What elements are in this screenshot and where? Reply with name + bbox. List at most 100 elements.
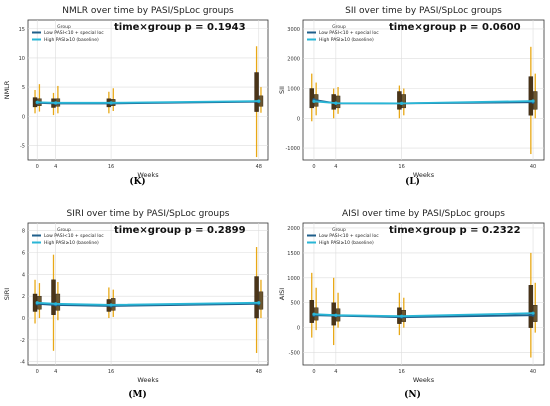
x-tick-label: 48 <box>256 369 262 375</box>
data-point <box>399 314 404 318</box>
chart-title: NMLR over time by PASI/SpLoc groups <box>62 6 234 16</box>
sii-chart: SII over time by PASI/SpLoc groups -1000 0… <box>278 6 545 179</box>
panel-label: (N) <box>404 390 421 400</box>
data-point <box>109 303 113 307</box>
nmlr-chart: NMLR over time by PASI/SpLoc groups -5 0 5 1… <box>3 6 269 179</box>
data-point <box>334 313 338 317</box>
chart-title: SII over time by PASI/SpLoc groups <box>345 6 502 16</box>
y-tick-label: 1000 <box>287 87 300 93</box>
siri-chart: SIRI over time by PASI/SpLoc groups -4 -2 0… <box>3 209 269 384</box>
x-tick-label: 16 <box>108 369 114 375</box>
y-tick-label: -1000 <box>285 146 300 152</box>
y-tick-label: 1500 <box>287 251 300 257</box>
box <box>55 293 61 311</box>
y-tick-label: -500 <box>289 351 300 357</box>
box <box>254 276 259 319</box>
x-tick-label: 0 <box>312 164 315 170</box>
y-tick-label: 2000 <box>287 57 300 63</box>
legend-title: Group <box>57 227 71 233</box>
series-line <box>37 301 259 306</box>
panel-label: (M) <box>128 390 147 400</box>
x-axis-label: Weeks <box>137 376 159 384</box>
y-tick-label: 1000 <box>287 276 300 282</box>
data-point <box>399 101 404 106</box>
y-tick-label: 6 <box>22 250 25 256</box>
data-point <box>531 311 535 315</box>
y-axis-label: SII <box>278 86 286 94</box>
y-axis-label: AISI <box>278 288 286 300</box>
data-point <box>54 302 58 306</box>
box <box>528 76 534 116</box>
legend-label: Low PASI<10 + special loc <box>44 30 104 36</box>
x-tick-label: 0 <box>312 369 315 375</box>
data-point <box>109 101 113 105</box>
box <box>51 279 56 315</box>
data-point <box>334 101 338 105</box>
y-tick-label: -4 <box>20 360 25 366</box>
panel-label: (L) <box>405 177 420 187</box>
data-point <box>312 312 316 316</box>
y-tick-label: 4 <box>22 272 25 278</box>
y-tick-label: 10 <box>19 56 25 62</box>
y-tick-label: 0 <box>297 116 300 122</box>
panel-sii: SII over time by PASI/SpLoc groups -1000 0… <box>275 0 550 203</box>
legend-title: Group <box>332 227 346 233</box>
x-axis-label: Weeks <box>413 171 435 179</box>
x-tick-label: 48 <box>256 164 262 170</box>
box <box>309 300 314 323</box>
x-tick-label: 40 <box>530 164 536 170</box>
y-tick-label: 2 <box>22 294 25 300</box>
panel-aisi: AISI over time by PASI/SpLoc groups -500 0… <box>275 203 550 406</box>
x-tick-label: 16 <box>398 369 404 375</box>
x-axis-label: Weeks <box>137 171 159 179</box>
legend-title: Group <box>57 24 71 30</box>
panel-nmlr: NMLR over time by PASI/SpLoc groups -5 0 5 1… <box>0 0 275 203</box>
y-tick-label: 0 <box>22 316 25 322</box>
panel-label: (K) <box>129 177 146 187</box>
legend-label: High PASI≥10 (baseline) <box>319 37 374 43</box>
p-value-annotation: time×group p = 0.0600 <box>389 22 521 33</box>
x-tick-label: 4 <box>334 369 337 375</box>
series-line <box>313 100 534 105</box>
box <box>309 88 314 109</box>
legend-label: High PASI≥10 (baseline) <box>44 37 99 43</box>
chart-title: SIRI over time by PASI/SpLoc groups <box>67 209 230 219</box>
box <box>401 94 406 109</box>
y-axis-label: SIRI <box>3 288 11 301</box>
legend-label: High PASI≥10 (baseline) <box>319 240 374 246</box>
x-tick-label: 0 <box>36 164 39 170</box>
data-point <box>35 301 39 305</box>
y-axis-label: NMLR <box>3 80 11 99</box>
p-value-annotation: time×group p = 0.2899 <box>114 225 246 236</box>
y-tick-label: 0 <box>297 326 300 332</box>
data-point <box>257 301 261 305</box>
plot-area <box>302 222 545 366</box>
x-tick-label: 0 <box>36 369 39 375</box>
legend-label: High PASI≥10 (baseline) <box>44 240 99 246</box>
y-tick-label: 3000 <box>287 27 300 33</box>
series-line <box>37 302 259 307</box>
x-tick-label: 4 <box>54 164 57 170</box>
box <box>258 291 264 310</box>
y-tick-label: 5 <box>22 85 25 91</box>
box <box>254 72 259 112</box>
x-tick-label: 16 <box>108 164 114 170</box>
y-tick-label: 2000 <box>287 226 300 232</box>
data-point <box>312 99 316 103</box>
plot-area <box>27 222 269 366</box>
plot-area <box>302 19 545 161</box>
box <box>397 91 402 110</box>
x-tick-label: 4 <box>54 369 57 375</box>
y-tick-label: -5 <box>20 143 25 149</box>
x-tick-label: 4 <box>334 164 337 170</box>
y-tick-label: 8 <box>22 229 25 235</box>
y-tick-label: 0 <box>22 114 25 120</box>
x-tick-label: 40 <box>530 369 536 375</box>
p-value-annotation: time×group p = 0.1943 <box>114 22 246 33</box>
series-line <box>313 312 534 318</box>
aisi-chart: AISI over time by PASI/SpLoc groups -500 0… <box>278 209 545 384</box>
series-line <box>37 100 259 104</box>
y-tick-label: -2 <box>20 338 25 344</box>
data-point <box>531 99 535 103</box>
legend-label: Low PASI<10 + special loc <box>319 30 379 36</box>
